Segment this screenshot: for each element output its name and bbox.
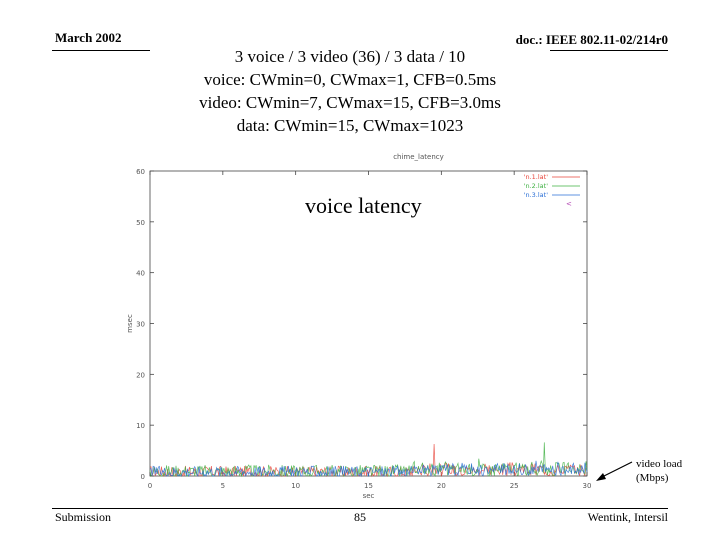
title-line-3: video: CWmin=7, CWmax=15, CFB=3.0ms: [199, 93, 501, 112]
x-tick-label: 0: [148, 482, 152, 490]
y-tick-label: 30: [136, 321, 145, 329]
footer-page-number: 85: [354, 510, 366, 524]
callout-line-1: video load: [636, 458, 683, 470]
x-tick-label: 30: [583, 482, 592, 490]
title-line-2: voice: CWmin=0, CWmax=1, CFB=0.5ms: [203, 70, 497, 89]
footer-author: Wentink, Intersil: [587, 510, 668, 524]
video-load-callout: video load (Mbps): [636, 457, 682, 485]
x-tick-label: 10: [291, 482, 300, 490]
callout-line-2: (Mbps): [636, 472, 669, 484]
chart-title: chime_latency: [393, 153, 444, 161]
legend-label-3: 'n.3.lat': [524, 191, 549, 199]
y-tick-label: 10: [136, 422, 145, 430]
voice-latency-label: voice latency: [302, 193, 425, 219]
legend-label-1: 'n.1.lat': [524, 173, 549, 181]
y-tick-label: 20: [136, 371, 145, 379]
series-line-2: [149, 442, 588, 478]
title-line-4: data: CWmin=15, CWmax=1023: [236, 116, 464, 135]
callout-arrow-line: [599, 461, 633, 479]
x-axis-label: sec: [363, 492, 375, 500]
x-tick-label: 15: [364, 482, 373, 490]
y-tick-label: 0: [141, 473, 145, 481]
y-tick-label: 50: [136, 219, 145, 227]
x-tick-label: 5: [221, 482, 225, 490]
slide-title: 3 voice / 3 video (36) / 3 data / 10 voi…: [150, 45, 550, 137]
y-tick-label: 40: [136, 270, 145, 278]
x-tick-label: 25: [510, 482, 519, 490]
footer-submission: Submission: [55, 510, 112, 524]
y-tick-label: 60: [136, 168, 145, 176]
callout-arrow-head: [596, 473, 606, 481]
series-line-3: [149, 460, 588, 478]
header-date: March 2002: [55, 30, 122, 45]
legend-label-2: 'n.2.lat': [524, 182, 549, 190]
y-axis-label: msec: [126, 314, 134, 333]
title-line-1: 3 voice / 3 video (36) / 3 data / 10: [234, 47, 466, 66]
footer-divider: [52, 508, 668, 509]
x-tick-label: 20: [437, 482, 446, 490]
legend-extra-glyph: <: [566, 200, 572, 208]
header-doc-id: doc.: IEEE 802.11-02/214r0: [515, 32, 668, 47]
